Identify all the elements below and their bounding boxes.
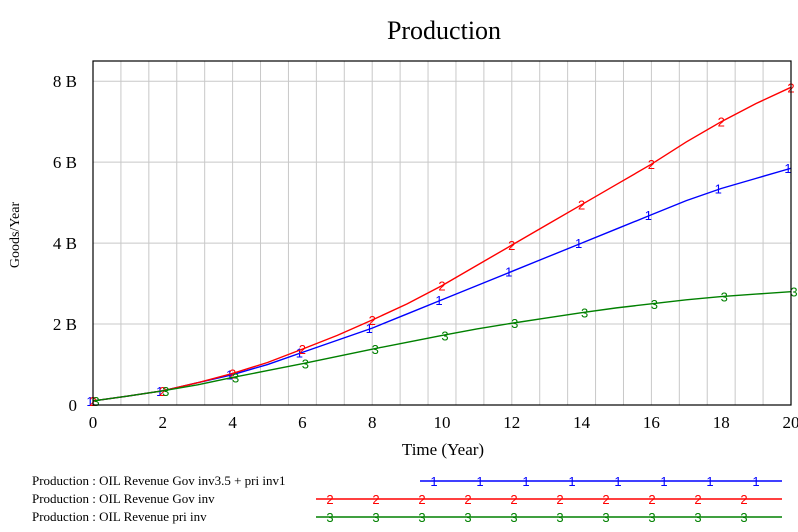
legend-marker: 3 <box>602 510 609 525</box>
legend-marker: 1 <box>568 474 575 489</box>
legend-marker: 1 <box>660 474 667 489</box>
legend-marker: 2 <box>740 492 747 507</box>
x-axis-label: Time (Year) <box>402 440 484 459</box>
y-tick-label: 4 B <box>53 234 77 253</box>
plot-area-border <box>92 60 792 406</box>
y-tick-labels: 0 2 B 4 B 6 B 8 B <box>53 72 77 415</box>
series-point-marker: 2 <box>718 115 725 130</box>
legend-marker: 3 <box>372 510 379 525</box>
series-point-marker: 1 <box>505 264 512 279</box>
x-tick-label: 18 <box>713 413 730 432</box>
series-point-marker: 2 <box>299 342 306 357</box>
series-point-marker: 3 <box>651 297 658 312</box>
x-tick-label: 4 <box>228 413 237 432</box>
legend: Production : OIL Revenue Gov inv3.5 + pr… <box>32 473 782 525</box>
legend-marker: 3 <box>694 510 701 525</box>
series-point-marker: 1 <box>715 181 722 196</box>
series-point-marker: 3 <box>581 306 588 321</box>
x-tick-label: 10 <box>434 413 451 432</box>
x-tick-label: 0 <box>89 413 98 432</box>
series-line-3 <box>92 290 792 402</box>
legend-marker: 1 <box>614 474 621 489</box>
series-point-marker: 3 <box>232 370 239 385</box>
x-tick-label: 6 <box>298 413 307 432</box>
legend-marker: 2 <box>602 492 609 507</box>
x-tick-label: 14 <box>573 413 591 432</box>
legend-label: Production : OIL Revenue Gov inv <box>32 491 215 506</box>
series-point-marker: 1 <box>784 161 791 176</box>
legend-marker: 3 <box>648 510 655 525</box>
legend-marker: 2 <box>510 492 517 507</box>
series-point-marker: 3 <box>721 290 728 305</box>
y-tick-label: 8 B <box>53 72 77 91</box>
series-line-2 <box>92 86 792 402</box>
legend-marker: 2 <box>326 492 333 507</box>
series-point-marker: 1 <box>435 293 442 308</box>
legend-marker: 1 <box>706 474 713 489</box>
series-point-marker: 3 <box>92 394 99 409</box>
series-point-marker: 2 <box>578 198 585 213</box>
legend-marker: 1 <box>430 474 437 489</box>
legend-marker: 3 <box>326 510 333 525</box>
legend-marker: 3 <box>556 510 563 525</box>
x-tick-label: 12 <box>503 413 520 432</box>
legend-marker: 3 <box>464 510 471 525</box>
series-point-marker: 1 <box>296 345 303 360</box>
series-point-marker: 2 <box>648 157 655 172</box>
series-point-marker: 3 <box>302 357 309 372</box>
series-point-marker: 1 <box>226 368 233 383</box>
series-point-marker: 3 <box>162 384 169 399</box>
legend-marker: 2 <box>556 492 563 507</box>
legend-marker: 3 <box>740 510 747 525</box>
x-tick-labels: 0 2 4 6 8 10 12 14 16 18 20 <box>89 413 798 432</box>
chart-title: Production <box>387 16 501 45</box>
legend-label: Production : OIL Revenue pri inv <box>32 509 207 524</box>
legend-marker: 1 <box>476 474 483 489</box>
x-tick-label: 2 <box>159 413 168 432</box>
legend-marker: 3 <box>418 510 425 525</box>
x-tick-label: 8 <box>368 413 377 432</box>
series-point-marker: 2 <box>438 279 445 294</box>
legend-marker: 2 <box>372 492 379 507</box>
legend-marker: 2 <box>464 492 471 507</box>
legend-marker: 3 <box>510 510 517 525</box>
legend-label: Production : OIL Revenue Gov inv3.5 + pr… <box>32 473 285 488</box>
series-point-marker: 1 <box>86 394 93 409</box>
y-tick-label: 6 B <box>53 153 77 172</box>
legend-marker: 2 <box>694 492 701 507</box>
legend-marker: 2 <box>648 492 655 507</box>
series-point-marker: 1 <box>366 321 373 336</box>
series-point-marker: 1 <box>575 236 582 251</box>
series-point-marker: 3 <box>441 328 448 343</box>
y-tick-label: 2 B <box>53 315 77 334</box>
x-tick-label: 20 <box>783 413 798 432</box>
series-point-marker: 2 <box>369 313 376 328</box>
y-tick-label: 0 <box>69 396 78 415</box>
series-point-marker: 1 <box>645 208 652 223</box>
series-point-marker: 3 <box>372 342 379 357</box>
series-point-marker: 3 <box>790 285 797 300</box>
legend-marker: 1 <box>522 474 529 489</box>
legend-marker: 2 <box>418 492 425 507</box>
x-tick-label: 16 <box>643 413 660 432</box>
series-point-marker: 2 <box>508 238 515 253</box>
series-point-marker: 3 <box>511 316 518 331</box>
series-point-marker: 2 <box>229 366 236 381</box>
grid-lines <box>93 61 791 405</box>
legend-marker: 1 <box>752 474 759 489</box>
y-axis-label: Goods/Year <box>8 202 23 269</box>
